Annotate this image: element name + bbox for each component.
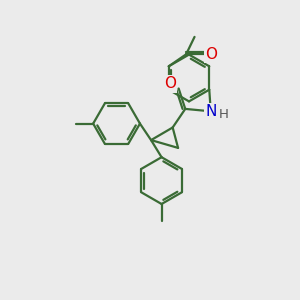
Text: O: O	[205, 47, 217, 62]
Text: H: H	[218, 108, 228, 122]
Text: O: O	[164, 76, 176, 92]
Text: N: N	[205, 104, 217, 119]
